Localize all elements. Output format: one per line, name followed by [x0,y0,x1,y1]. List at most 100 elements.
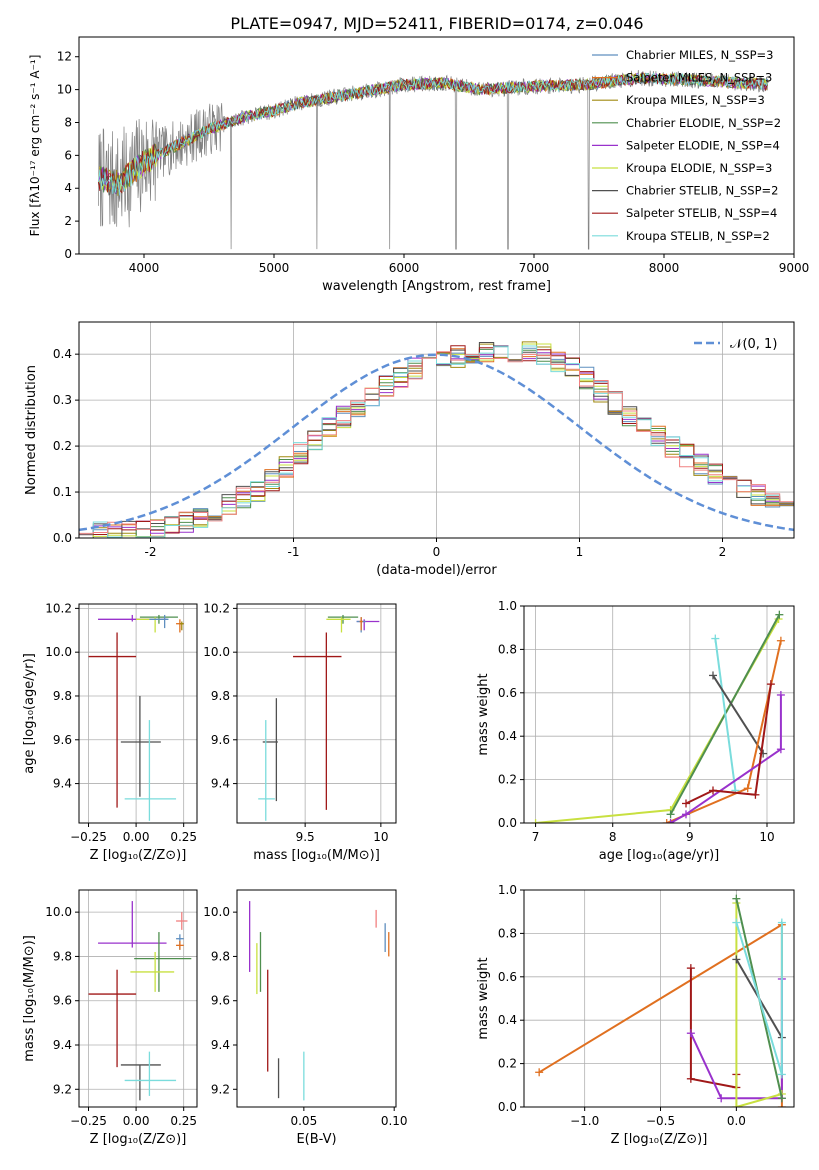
y-tick-label: 9.2 [53,1082,72,1096]
weight-marker [711,634,720,643]
weight-marker [766,680,775,689]
y-tick-label: 9.6 [211,733,230,747]
errorbar-point [179,621,184,631]
errorbar-point [326,617,351,633]
panel-residuals: -2 -1 0 1 2 0.0 0.1 0.2 0.3 0.4 (data-model)/error… [24,321,795,578]
y-tick-label: 0.6 [498,970,517,984]
axes-frame [236,603,397,824]
y-tick-label: 10.2 [45,601,72,615]
legend-label: Salpeter MILES, N_SSP=3 [626,71,772,85]
weight-marker [751,790,760,799]
errorbar-point [88,632,137,808]
errorbar-point [134,932,192,992]
y-tick-label: 10.0 [203,645,230,659]
panel-mass-weight-vs-age: 7 8 9 10 0.0 0.2 0.4 0.6 0.8 1.0 age [log₁₀(age/yr… [476,599,795,863]
y-tick-label: 0.0 [498,816,517,830]
weight-marker [777,1070,786,1079]
weight-marker [682,799,690,808]
y-tick-label: 8 [64,115,72,129]
panel-mass-weight-vs-Z: −1.0 −0.5 0.0 0.0 0.2 0.4 0.6 0.8 1.0 Z [log₁₀(Z/… [476,883,795,1147]
weight-marker [732,1103,741,1107]
grid [524,606,794,823]
panels: 4000 5000 6000 7000 8000 9000024681012wavelen… [22,36,809,1147]
model-spectrum-line [98,73,769,195]
y-tick-label: 0.4 [53,347,72,361]
weight-line [714,638,737,791]
x-tick-label: 0.25 [170,830,197,844]
x-tick-label: 0.00 [123,830,150,844]
weight-marker [709,671,717,680]
model-spectrum-line [98,72,769,194]
weight-marker [682,810,690,819]
y-tick-label: 0.0 [53,531,72,545]
x-tick-label: −0.25 [70,1114,107,1128]
plot-area [79,604,197,823]
weight-marker [535,1068,544,1077]
y-tick-label: 1.0 [498,599,517,613]
weight-marker [777,1103,786,1107]
axes-frame [236,889,397,1108]
x-axis-label: mass [log₁₀(M/M⊙)] [253,848,380,863]
weight-marker [776,745,785,754]
y-tick-label: 9.4 [211,777,230,791]
x-axis-label: E(B-V) [296,1132,336,1147]
y-tick-label: 0.0 [498,1100,517,1114]
x-tick-label: −1.0 [570,1114,599,1128]
y-tick-label: 10.2 [203,601,230,615]
legend-label: Chabrier ELODIE, N_SSP=2 [626,116,781,130]
y-tick-label: 0.3 [53,393,72,407]
x-tick-label: 4000 [129,261,160,275]
x-tick-label: -2 [145,545,157,559]
figure-title: PLATE=0947, MJD=52411, FIBERID=0174, z=0… [230,14,643,33]
grid [79,604,197,823]
errorbar-point [258,720,275,821]
y-axis-label: mass weight [476,957,491,1039]
x-tick-label: −0.25 [70,830,107,844]
y-tick-label: 0.2 [498,773,517,787]
y-axis-label: age [log₁₀(age/yr)] [22,653,37,774]
gaussian-curve [79,353,794,532]
panel-age-vs-Z: −0.25 0.00 0.25 9.4 9.6 9.8 10.0 10.2 Z [log₁₀(Z… [22,601,198,863]
x-tick-label: 8000 [649,261,680,275]
errorbar-point [124,1051,177,1096]
y-axis-label: Normed distribution [24,365,39,495]
model-spectrum-line [98,72,769,196]
y-tick-label: 9.6 [53,733,72,747]
x-tick-label: 7000 [519,261,550,275]
legend-label: Chabrier STELIB, N_SSP=2 [626,184,778,198]
y-tick-label: 0.8 [498,926,517,940]
weight-marker [662,819,671,823]
legend: 𝒩(0, 1) [694,337,777,352]
y-tick-label: 0 [64,247,72,261]
legend-label: Salpeter ELODIE, N_SSP=4 [626,138,780,152]
x-tick-label: 0 [433,545,441,559]
legend-label: Salpeter STELIB, N_SSP=4 [626,206,777,220]
x-tick-label: 0.10 [381,1114,408,1128]
plot-area [524,890,794,1107]
y-tick-label: 0.4 [498,729,517,743]
weight-marker [717,1094,726,1103]
weight-line [670,695,782,823]
x-axis-label: age [log₁₀(age/yr)] [599,848,720,863]
weight-marker [686,1074,695,1083]
errorbar-point [176,940,184,950]
x-tick-label: 9.5 [296,830,315,844]
y-tick-label: 6 [64,148,72,162]
weight-line [689,968,738,1089]
panel-age-vs-mass: 9.5 10 9.4 9.6 9.8 10.0 10.2 mass [log₁₀(M/M⊙)] [203,601,397,863]
y-tick-label: 9.4 [211,1038,230,1052]
weight-marker [531,819,540,823]
legend-label: Kroupa STELIB, N_SSP=2 [626,229,770,243]
x-tick-label: 0.00 [123,1114,150,1128]
weight-marker [732,894,741,903]
y-tick-label: 9.6 [53,994,72,1008]
errorbar-point [293,632,342,810]
errorbar-point [130,952,175,992]
grid [237,604,396,823]
panel-mass-vs-EBV: 0.05 0.10 9.2 9.4 9.6 9.8 10.0 E(B-V) [203,889,408,1147]
x-tick-label: 1 [576,545,584,559]
grid [79,890,197,1107]
y-tick-label: 9.4 [53,777,72,791]
y-tick-label: 9.6 [211,994,230,1008]
